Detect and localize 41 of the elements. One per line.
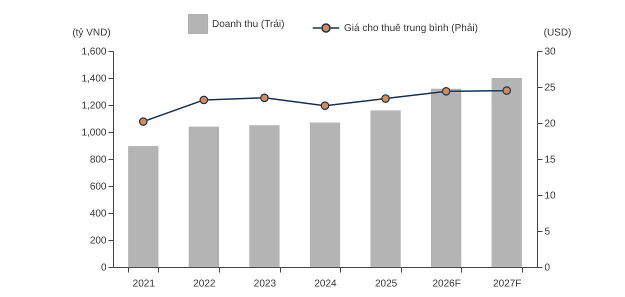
point <box>442 87 450 96</box>
y-tick-label: 1,200 <box>81 100 107 112</box>
y2-axis-title: (USD) <box>544 28 572 38</box>
point <box>200 96 208 104</box>
y2-tick-label: 15 <box>544 154 556 166</box>
y-tick-label: 200 <box>90 236 107 246</box>
x-tick-label: 2022 <box>193 278 216 290</box>
point <box>260 94 269 102</box>
y2-tick-label: 30 <box>544 46 556 58</box>
y-axis-title: (tỷ VND) <box>72 28 111 38</box>
y2-tick-label: 5 <box>544 226 550 238</box>
y-tick-label: 1,600 <box>81 46 107 58</box>
bar <box>249 125 280 267</box>
y-tick-label: 1,000 <box>81 128 107 138</box>
point <box>320 101 330 110</box>
legend-label: Doanh thu (Trái) <box>212 19 284 30</box>
x-tick-label: 2027F <box>493 278 522 290</box>
point <box>138 117 148 126</box>
y-tick-label: 800 <box>90 154 107 166</box>
y-tick-label: 0 <box>100 262 107 274</box>
x-tick-label: 2024 <box>314 278 338 290</box>
bar <box>188 126 219 267</box>
y2-tick-label: 0 <box>544 262 550 274</box>
y2-tick-label: 25 <box>544 82 556 94</box>
point <box>381 94 390 103</box>
bar <box>492 78 522 267</box>
y2-tick-label: 20 <box>544 118 556 130</box>
bar <box>310 122 340 267</box>
y-tick-label: 600 <box>90 182 107 192</box>
y-tick-label: 400 <box>90 208 107 220</box>
bar <box>431 88 462 267</box>
x-tick-label: 2023 <box>254 278 276 290</box>
legend-label: Giá cho thuê trung bình (Phải) <box>344 23 478 34</box>
x-tick-label: 2021 <box>132 278 156 290</box>
point <box>502 86 512 95</box>
x-tick-label: 2025 <box>374 278 398 290</box>
bar <box>128 146 158 267</box>
bar <box>370 110 401 267</box>
y2-tick-label: 10 <box>544 190 556 202</box>
y-tick-label: 1,400 <box>81 74 107 84</box>
x-tick-label: 2026F <box>432 278 461 290</box>
